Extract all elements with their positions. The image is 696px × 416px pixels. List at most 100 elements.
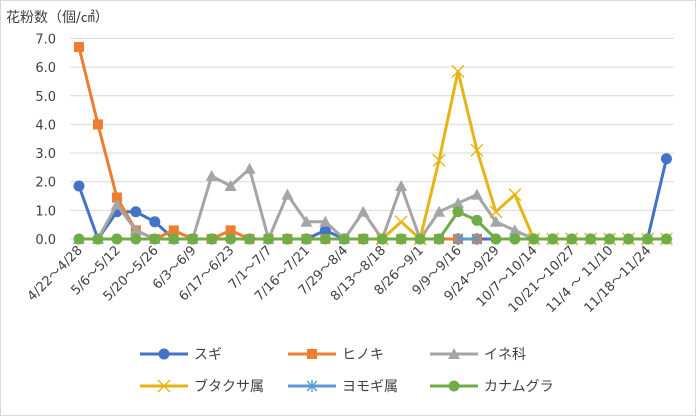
data-point — [508, 188, 522, 202]
legend-label: カナムグラ — [484, 379, 554, 395]
legend-item: ヨモギ属 — [288, 379, 398, 395]
series-ブタクサ属 — [375, 64, 673, 246]
data-point — [281, 188, 294, 200]
data-point — [225, 225, 236, 236]
data-point — [168, 233, 180, 245]
data-point — [528, 233, 540, 245]
data-point — [452, 197, 464, 209]
gridlines — [70, 37, 674, 240]
x-axis-ticks: 4/22～4/285/6～5/125/20～5/266/3～6/96/17～6/… — [25, 243, 655, 316]
series-layer — [73, 42, 673, 246]
data-point — [111, 192, 122, 203]
data-point — [338, 233, 350, 245]
data-point — [509, 233, 521, 245]
data-point — [489, 215, 502, 227]
data-point — [205, 169, 218, 181]
y-tick-label: 0.0 — [35, 233, 56, 248]
data-point — [263, 233, 274, 245]
data-point — [471, 233, 483, 245]
series-カナムグラ — [73, 206, 672, 245]
y-tick-label: 3.0 — [35, 147, 56, 162]
data-point — [448, 380, 460, 392]
data-point — [111, 233, 123, 245]
series-line — [77, 167, 668, 241]
data-point — [307, 349, 317, 359]
legend-label: スギ — [194, 347, 222, 363]
data-point — [470, 143, 484, 157]
data-point — [357, 205, 370, 217]
legend-item: ブタクサ属 — [140, 378, 264, 395]
data-point — [357, 233, 369, 245]
data-point — [187, 233, 199, 245]
data-point — [225, 233, 237, 245]
data-point — [158, 348, 170, 360]
data-point — [414, 233, 426, 245]
data-point — [244, 233, 256, 245]
data-point — [394, 215, 408, 229]
legend-label: イネ科 — [484, 347, 526, 363]
x-tick-label: 11/18～11/24 — [582, 243, 655, 316]
data-point — [642, 233, 653, 245]
data-point — [547, 233, 559, 245]
data-point — [566, 233, 578, 245]
data-point — [130, 233, 142, 245]
series-ヨモギ属 — [452, 233, 483, 245]
data-point — [452, 206, 464, 218]
data-point — [92, 119, 103, 130]
y-tick-label: 6.0 — [35, 61, 56, 76]
data-point — [471, 214, 483, 226]
data-point — [508, 224, 521, 236]
data-point — [306, 380, 318, 392]
series-イネ科 — [73, 162, 673, 244]
data-point — [452, 233, 464, 245]
y-tick-label: 1.0 — [35, 204, 56, 219]
data-point — [149, 216, 161, 228]
x-tick-label: 11/4 ～ 11/10 — [544, 243, 617, 316]
data-point — [623, 233, 635, 245]
data-point — [206, 233, 218, 245]
data-point — [585, 233, 597, 245]
y-tick-label: 5.0 — [35, 90, 56, 105]
data-point — [376, 233, 388, 245]
data-point — [490, 233, 502, 245]
data-point — [149, 233, 161, 245]
data-point — [300, 233, 312, 245]
data-point — [110, 198, 123, 210]
data-point — [74, 42, 84, 53]
y-axis-ticks: 0.0 1.0 2.0 3.0 4.0 5.0 6.0 7.0 — [35, 32, 56, 248]
series-スギ — [73, 153, 672, 245]
data-point — [73, 233, 85, 245]
data-point — [451, 64, 465, 78]
y-tick-label: 4.0 — [35, 118, 56, 133]
data-point — [319, 215, 332, 227]
data-point — [157, 379, 171, 393]
data-point — [130, 206, 142, 218]
legend-item: イネ科 — [430, 347, 526, 363]
data-point — [319, 233, 331, 245]
legend-label: ヒノキ — [342, 347, 384, 363]
data-point — [224, 179, 237, 191]
y-axis-title: 花粉数（個/㎠） — [6, 10, 109, 26]
data-point — [243, 162, 256, 174]
data-point — [448, 348, 460, 359]
data-point — [281, 233, 293, 245]
data-point — [470, 188, 483, 200]
data-point — [300, 215, 313, 227]
data-point — [168, 225, 179, 236]
data-point — [395, 233, 407, 245]
legend-item: カナムグラ — [430, 379, 554, 395]
x-tick-label: 10/21～10/27 — [506, 243, 579, 316]
data-point — [73, 180, 85, 192]
data-point — [92, 233, 104, 245]
legend-item: ヒノキ — [288, 347, 384, 363]
data-point — [433, 205, 446, 217]
y-tick-label: 7.0 — [35, 32, 56, 47]
data-point — [604, 233, 616, 245]
series-line — [380, 69, 668, 241]
legend-item: スギ — [140, 347, 222, 363]
data-point — [432, 153, 446, 167]
data-point — [489, 205, 503, 219]
y-tick-label: 2.0 — [35, 176, 56, 191]
